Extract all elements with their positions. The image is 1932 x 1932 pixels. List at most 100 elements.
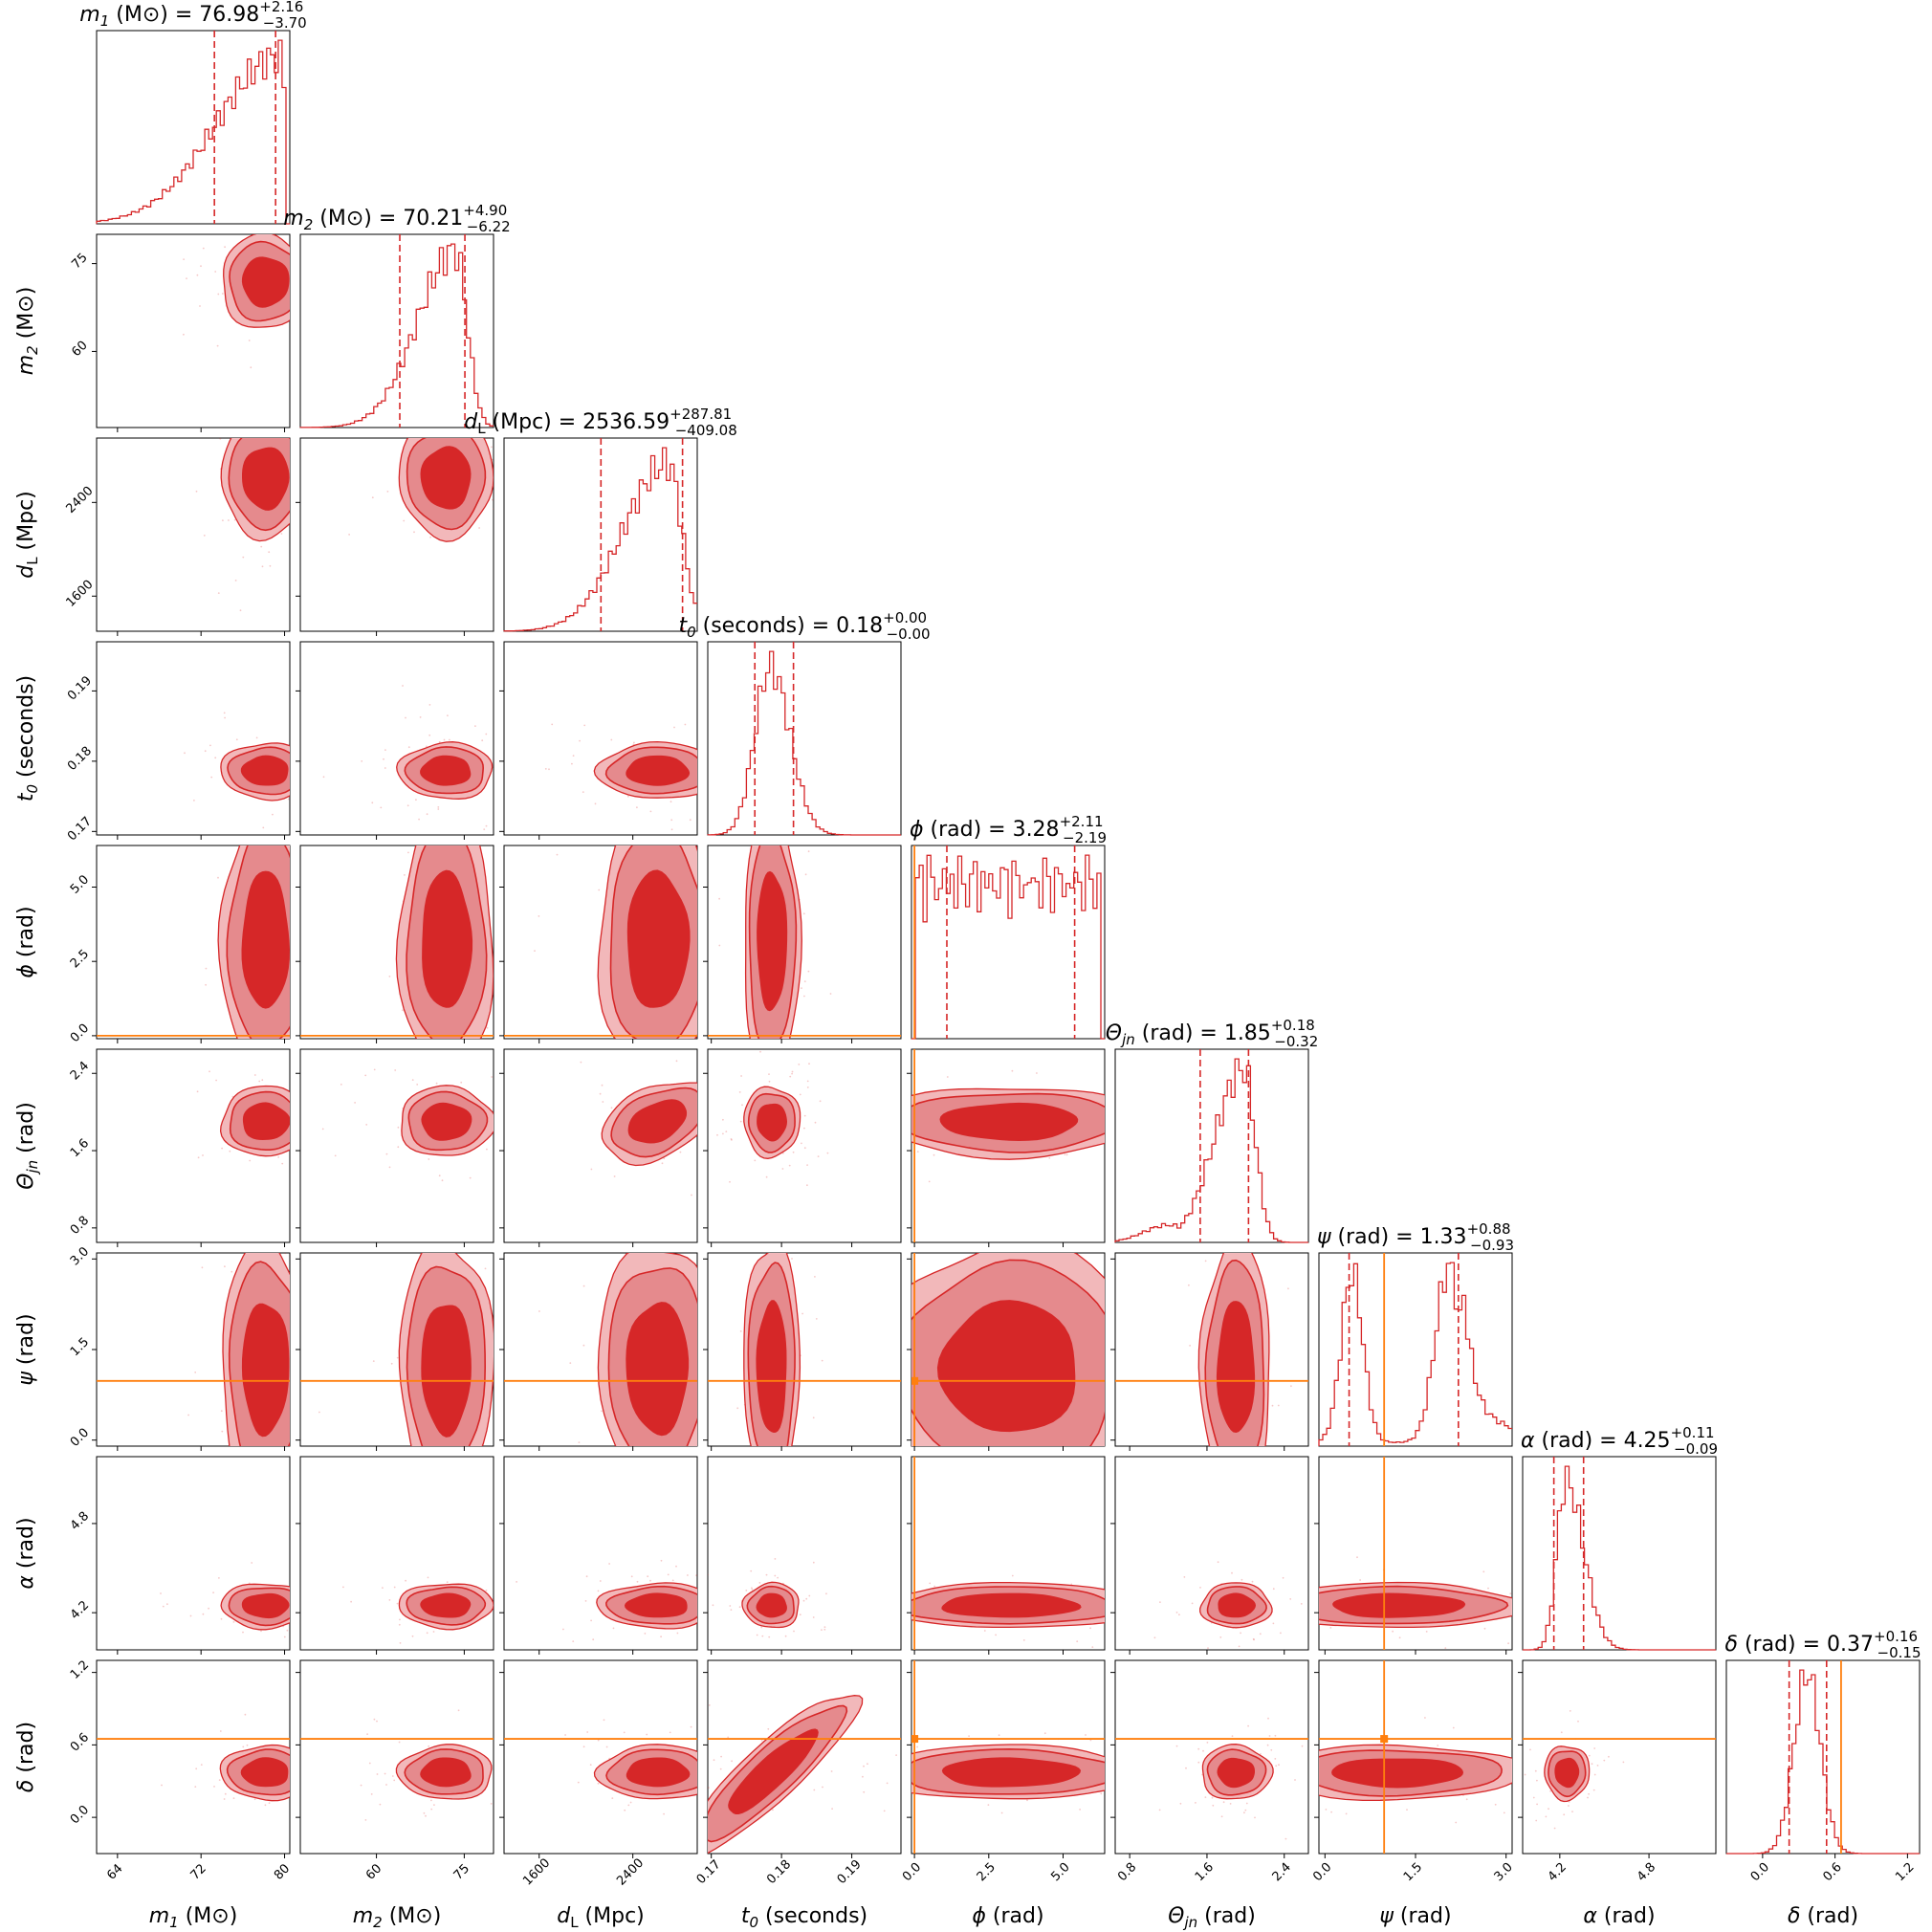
scatter-point	[261, 1079, 264, 1082]
scatter-point	[584, 1600, 587, 1602]
scatter-point	[754, 1159, 757, 1162]
scatter-point	[585, 1575, 588, 1578]
scatter-point	[586, 1731, 589, 1733]
scatter-point	[495, 487, 497, 489]
scatter-point	[292, 1788, 294, 1789]
panel-m2-dL	[296, 437, 502, 636]
panel-t0-alpha	[703, 1456, 902, 1655]
scatter-point	[1188, 1284, 1190, 1286]
scatter-point	[366, 1733, 368, 1735]
scatter-point	[803, 1147, 806, 1150]
scatter-point	[1275, 1765, 1278, 1767]
scatter-point	[814, 1121, 817, 1124]
scatter-point	[867, 1763, 868, 1766]
scatter-point	[1204, 1260, 1207, 1262]
y-axis-label-phi: ϕ (rad)	[14, 906, 38, 977]
scatter-point	[258, 1080, 261, 1083]
x-tick-label: 1.6	[1193, 1860, 1217, 1884]
scatter-point	[1199, 1587, 1201, 1589]
x-tick-label: 72	[188, 1861, 209, 1882]
scatter-point	[248, 1450, 250, 1452]
scatter-point	[1289, 1598, 1292, 1600]
scatter-point	[426, 745, 428, 748]
scatter-point	[296, 1185, 297, 1187]
scatter-point	[1211, 1796, 1214, 1799]
scatter-point	[803, 1114, 806, 1117]
scatter-point	[863, 1765, 865, 1767]
scatter-point	[391, 1775, 394, 1777]
scatter-point	[1267, 1717, 1269, 1720]
scatter-point	[1229, 1803, 1232, 1805]
scatter-point	[610, 1107, 613, 1109]
panel-frame	[707, 845, 902, 1040]
scatter-point	[500, 506, 502, 508]
x-tick-label: 60	[363, 1861, 384, 1882]
contour-inner	[626, 869, 691, 1008]
scatter-point	[599, 1580, 602, 1582]
hist-frame	[299, 233, 494, 428]
x-axis-label-m2: m2 (M⊙)	[353, 1904, 442, 1931]
scatter-point	[231, 1270, 233, 1273]
hist-line	[1114, 1058, 1308, 1243]
scatter-point	[765, 1573, 768, 1576]
scatter-point	[673, 726, 675, 729]
scatter-point	[738, 1606, 741, 1609]
hist-title-psi: ψ (rad) = 1.33+0.88 −0.93	[1317, 1220, 1514, 1254]
scatter-point	[248, 429, 250, 431]
y-tick-label: 60	[69, 339, 90, 360]
scatter-point	[806, 1080, 809, 1083]
scatter-point	[209, 1070, 210, 1073]
panel-m1-psi	[92, 1185, 298, 1452]
scatter-point	[806, 1164, 808, 1166]
scatter-point	[1536, 1779, 1538, 1782]
scatter-point	[813, 1789, 816, 1791]
scatter-point	[582, 1284, 585, 1287]
contour-inner	[627, 1099, 688, 1144]
contour-inner	[1331, 1758, 1464, 1789]
x-axis-label-delta: δ (rad)	[1788, 1904, 1858, 1928]
scatter-point	[286, 1629, 289, 1632]
scatter-point	[438, 1175, 441, 1177]
scatter-point	[751, 1588, 754, 1591]
scatter-point	[597, 1590, 600, 1592]
scatter-point	[298, 538, 300, 540]
scatter-point	[689, 819, 692, 822]
scatter-point	[1202, 1749, 1204, 1752]
scatter-point	[597, 1782, 600, 1785]
scatter-point	[1313, 1635, 1315, 1636]
scatter-point	[382, 1587, 384, 1589]
contour-inner	[756, 1300, 787, 1434]
scatter-point	[1245, 1802, 1248, 1805]
scatter-point	[248, 340, 251, 341]
scatter-point	[1070, 1583, 1073, 1586]
scatter-point	[402, 685, 404, 687]
scatter-point	[411, 1454, 413, 1456]
scatter-point	[1100, 1792, 1103, 1795]
scatter-point	[229, 1150, 231, 1153]
scatter-point	[415, 799, 417, 801]
scatter-point	[671, 1579, 674, 1582]
scatter-point	[675, 1060, 678, 1063]
scatter-point	[1553, 1827, 1556, 1830]
scatter-point	[447, 714, 449, 716]
scatter-point	[419, 716, 422, 718]
scatter-point	[296, 1363, 298, 1365]
scatter-point	[1089, 1739, 1092, 1742]
scatter-point	[1183, 1576, 1186, 1578]
scatter-point	[768, 1073, 770, 1075]
scatter-point	[690, 1725, 692, 1728]
scatter-point	[740, 1075, 742, 1077]
panel-frame	[503, 641, 698, 836]
hist-title-theta_jn: Θjn (rad) = 1.85+0.18 −0.32	[1106, 1017, 1319, 1050]
scatter-point	[376, 1773, 379, 1775]
hist-line	[96, 39, 290, 225]
panel-theta_jn-alpha	[1110, 1456, 1309, 1655]
x-tick-label: 0.0	[1748, 1860, 1772, 1884]
scatter-point	[221, 1147, 224, 1150]
scatter-point	[193, 800, 195, 801]
scatter-point	[1569, 1710, 1571, 1712]
scatter-point	[397, 1146, 400, 1149]
panel-m2-delta	[296, 1659, 494, 1858]
scatter-point	[1287, 1287, 1289, 1290]
scatter-point	[166, 1603, 168, 1606]
